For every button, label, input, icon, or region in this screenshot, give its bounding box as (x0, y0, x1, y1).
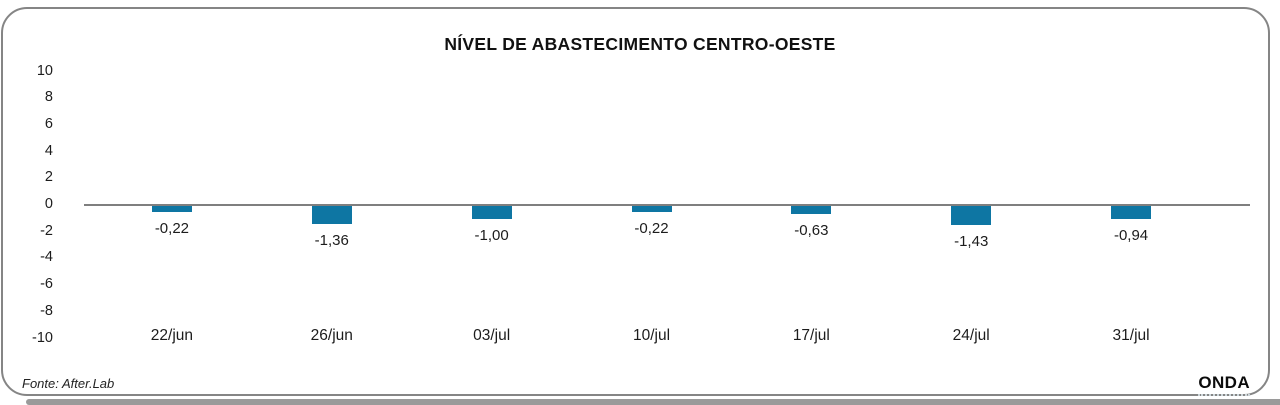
y-axis-tick-label: 10 (36, 62, 53, 79)
x-axis-tick-label: 03/jul (473, 327, 511, 344)
bar-value-label: -0,22 (154, 220, 190, 237)
source-note: Fonte: After.Lab (22, 376, 115, 391)
y-axis-tick-label: 0 (44, 196, 53, 212)
y-axis-tick-label: -2 (40, 222, 53, 239)
bar (1111, 206, 1152, 219)
bar-value-label: -0,94 (1113, 226, 1149, 244)
bar (311, 206, 352, 225)
bottom-accent-strip (26, 399, 1280, 405)
y-axis-tick-label: -6 (40, 276, 53, 293)
bar-value-label: -0,22 (634, 220, 669, 237)
y-axis-tick-label: 4 (44, 142, 53, 159)
y-axis-tick-label: -10 (32, 329, 53, 346)
bar (631, 206, 672, 212)
x-axis-tick-label: 31/jul (1112, 327, 1150, 344)
y-axis-tick-label: 8 (44, 89, 53, 106)
bar (471, 206, 512, 220)
x-axis-tick-label: 10/jul (632, 327, 671, 344)
bar-value-label: -1,43 (954, 233, 989, 251)
y-axis-tick-label: 2 (44, 169, 53, 186)
chart-frame-border (1, 7, 1270, 396)
x-axis-tick-label: 22/jun (150, 327, 194, 344)
bar-value-label: -1,36 (314, 232, 349, 250)
brand-logo: ONDA (1198, 373, 1250, 396)
y-axis-tick-label: -8 (40, 302, 53, 319)
bar (791, 206, 832, 215)
bar-value-label: -1,00 (474, 227, 509, 245)
y-axis-tick-label: 6 (44, 115, 53, 132)
chart-title: NÍVEL DE ABASTECIMENTO CENTRO-OESTE (444, 34, 836, 54)
zero-baseline (84, 204, 1250, 207)
y-axis-tick-label: -4 (40, 249, 53, 266)
x-axis-tick-label: 24/jul (952, 327, 990, 344)
x-axis-tick-label: 17/jul (792, 327, 830, 344)
bar (151, 206, 192, 212)
bar-value-label: -0,63 (794, 222, 829, 240)
x-axis-tick-label: 26/jun (310, 327, 353, 344)
bar (951, 206, 992, 226)
